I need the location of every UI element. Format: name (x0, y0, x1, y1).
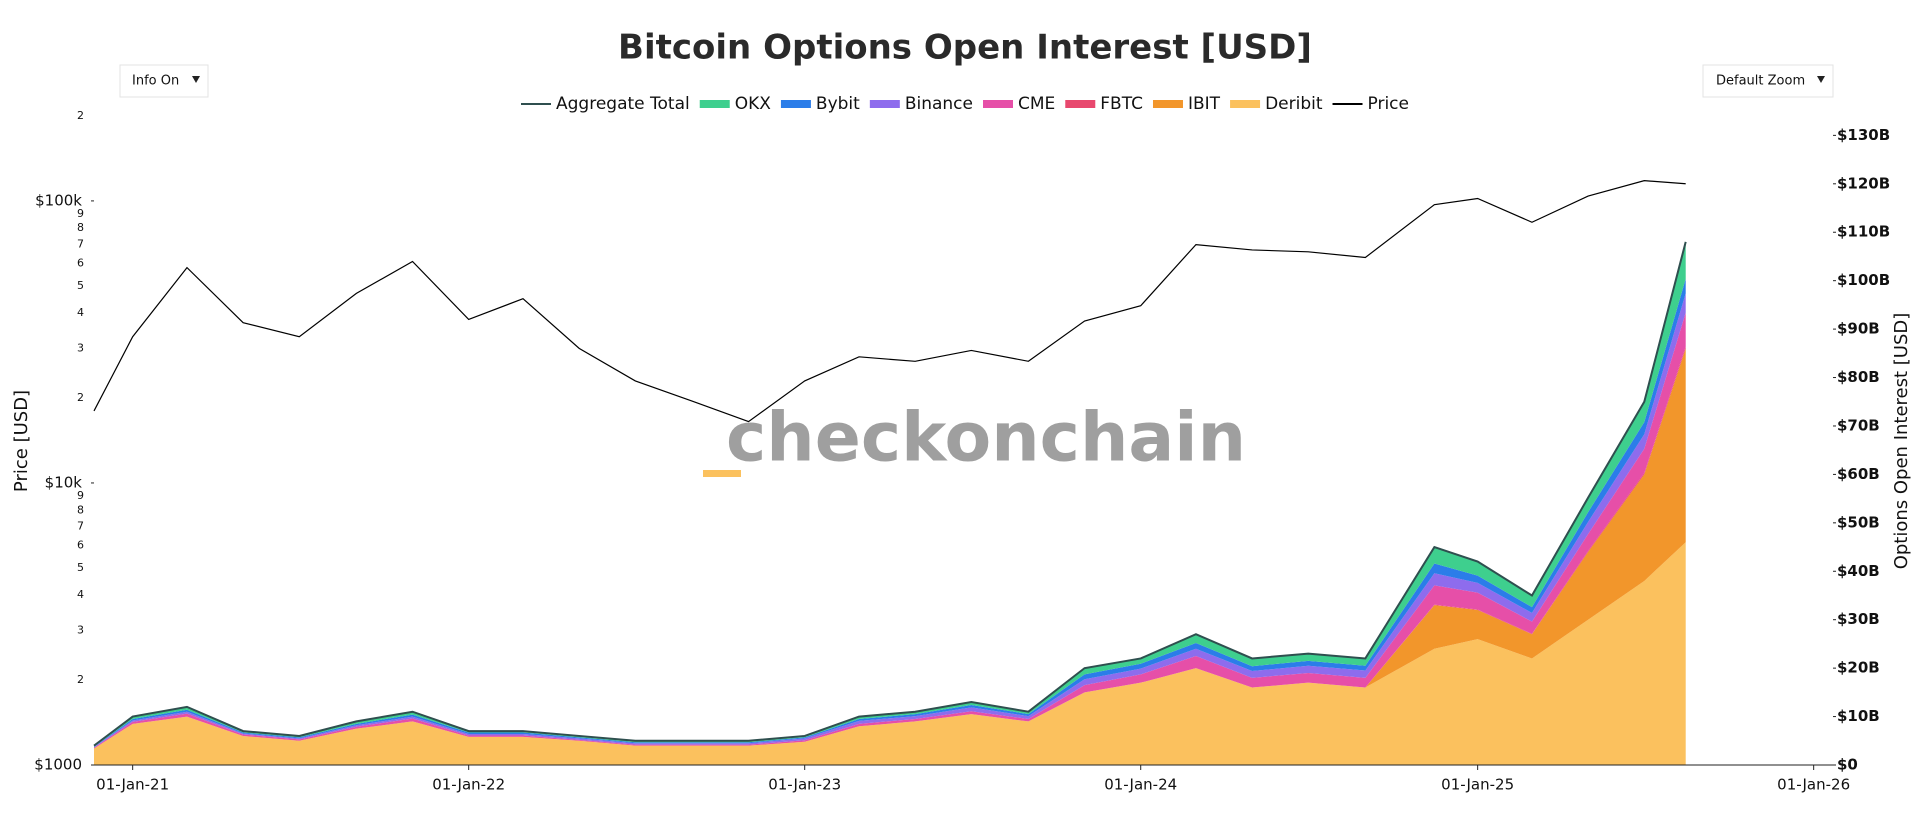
y-tick-label: 6 (77, 256, 84, 269)
y-tick-label: 3 (77, 341, 84, 354)
y-tick-label: 9 (77, 489, 84, 502)
watermark-underscore (703, 470, 741, 477)
y-tick-label: 6 (77, 539, 84, 552)
y-tick-label: $100k (35, 191, 82, 209)
legend-label: FBTC (1100, 94, 1143, 114)
legend-swatch (1230, 100, 1261, 108)
legend-swatch (780, 100, 811, 108)
info-dropdown[interactable]: Info On (119, 64, 209, 98)
y-tick-label: 2 (77, 673, 84, 686)
legend-label: Price (1368, 94, 1409, 114)
y2-tick-label: $100B (1837, 271, 1890, 289)
y-tick-label: 5 (77, 561, 84, 574)
y-tick-label: 8 (77, 221, 84, 234)
y-tick-label: 4 (77, 588, 84, 601)
legend-swatch (699, 100, 730, 108)
legend-label: IBIT (1188, 94, 1221, 114)
y2-tick-label: $10B (1837, 707, 1880, 725)
legend: Aggregate Total OKX Bybit Binance CME FBTC IBI… (521, 94, 1409, 114)
y2-tick-label: $120B (1837, 174, 1890, 192)
watermark: checkonchain (726, 399, 1246, 478)
y-axis-title: Price [USD] (11, 390, 32, 492)
y2-tick-label: $20B (1837, 659, 1880, 677)
x-tick-label: 01-Jan-22 (432, 776, 505, 794)
total-line (93, 241, 1687, 747)
y2-tick-label: $40B (1837, 562, 1880, 580)
legend-swatch (983, 100, 1013, 108)
legend-swatch (1152, 100, 1183, 108)
x-tick-label: 01-Jan-25 (1441, 776, 1514, 794)
y-tick-label: 4 (77, 306, 84, 319)
legend-swatch (869, 100, 900, 108)
chart-title: Bitcoin Options Open Interest [USD] (618, 28, 1312, 68)
y2-tick-label: $60B (1837, 465, 1880, 483)
dropdown-label[interactable]: Info On (132, 74, 179, 89)
y2-tick-label: $80B (1837, 368, 1880, 386)
y2-axis-title: Options Open Interest [USD] (1891, 313, 1912, 570)
y-tick-label: 7 (77, 238, 84, 251)
y-tick-label: 3 (77, 623, 84, 636)
y-tick-label: 2 (77, 391, 84, 404)
legend-item: OKX (699, 94, 772, 114)
y-tick-label: $1000 (34, 756, 82, 774)
legend-label: Binance (905, 94, 973, 114)
y-tick-label: 2 (77, 109, 84, 122)
legend-item: FBTC (1065, 94, 1143, 114)
plot-area (93, 180, 1687, 765)
legend-item: Bybit (780, 94, 860, 114)
y-tick-label: 9 (77, 207, 84, 220)
legend-item: Aggregate Total (521, 94, 690, 114)
dropdown-box[interactable] (119, 64, 209, 98)
y-tick-label: 5 (77, 279, 84, 292)
x-tick-label: 01-Jan-21 (96, 776, 169, 794)
legend-item: IBIT (1152, 94, 1221, 114)
area-deribit (94, 542, 1686, 765)
legend-item: Binance (869, 94, 973, 114)
legend-label: Deribit (1265, 94, 1323, 114)
legend-item: CME (983, 94, 1055, 114)
legend-label: OKX (735, 94, 772, 114)
dropdown-arrow[interactable] (192, 76, 200, 83)
y2-tick-label: $50B (1837, 513, 1880, 531)
zoom-dropdown[interactable]: Default Zoom (1702, 64, 1834, 98)
x-tick-label: 01-Jan-23 (768, 776, 841, 794)
y-tick-label: $10k (45, 473, 83, 491)
y2-tick-label: $130B (1837, 126, 1890, 144)
dropdown-arrow[interactable] (1817, 76, 1825, 83)
price-line (93, 180, 1686, 423)
y-tick-label: 7 (77, 520, 84, 533)
legend-item: Price (1332, 94, 1409, 114)
y2-tick-label: $90B (1837, 320, 1880, 338)
dropdown-box[interactable] (1702, 64, 1834, 98)
y2-tick-label: $0 (1837, 756, 1858, 774)
y2-tick-label: $110B (1837, 223, 1890, 241)
y-tick-label: 8 (77, 503, 84, 516)
y2-tick-label: $70B (1837, 416, 1880, 434)
legend-item: Deribit (1230, 94, 1323, 114)
x-tick-label: 01-Jan-26 (1777, 776, 1850, 794)
y2-tick-label: $30B (1837, 610, 1880, 628)
dropdown-label[interactable]: Default Zoom (1716, 74, 1805, 89)
legend-label: CME (1018, 94, 1055, 114)
legend-label: Aggregate Total (556, 94, 690, 114)
legend-swatch (1065, 100, 1096, 108)
x-tick-label: 01-Jan-24 (1104, 776, 1177, 794)
legend-label: Bybit (816, 94, 860, 114)
